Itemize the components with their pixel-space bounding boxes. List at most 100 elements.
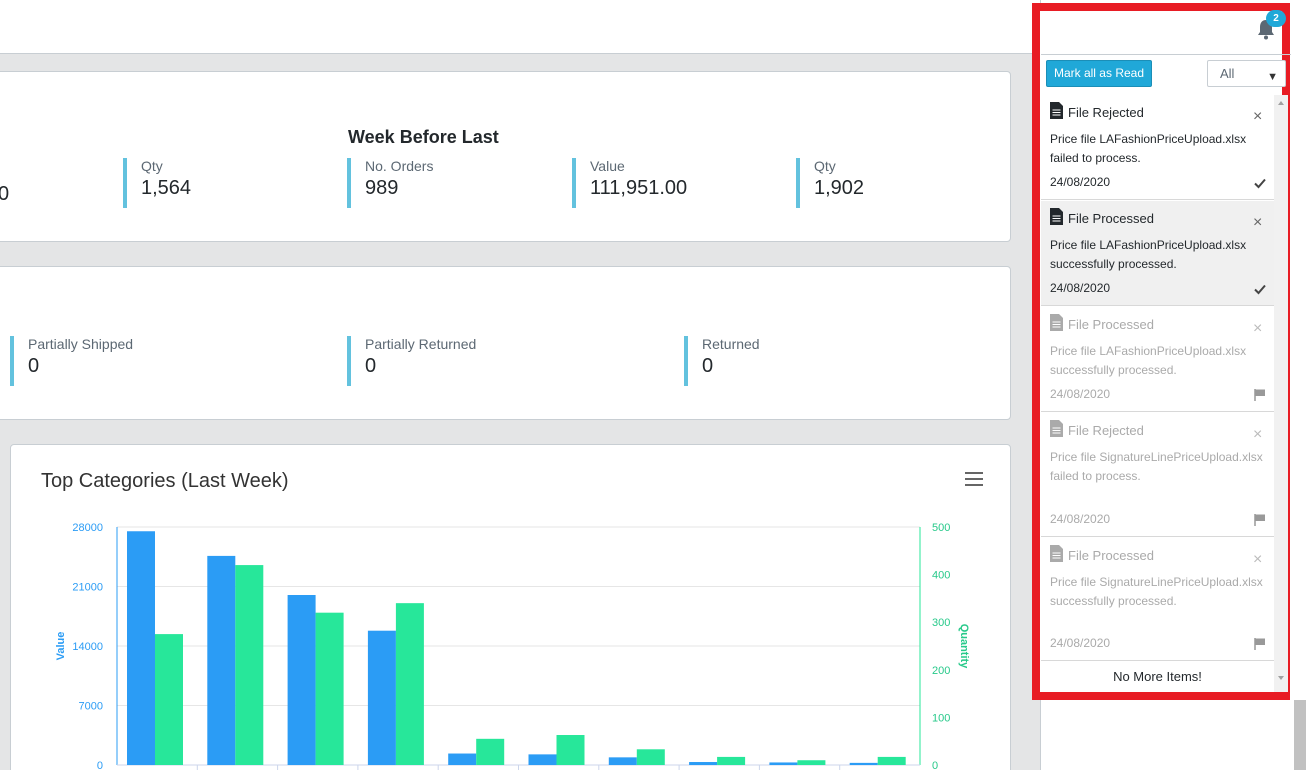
page-scrollbar-thumb[interactable] [1294,700,1306,770]
y2-tick-label: 500 [932,522,950,534]
stat-value: 1,564 [141,177,192,199]
value-bar [127,531,155,765]
notification-item[interactable]: File Processed × Price file LAFashionPrice… [1041,307,1274,412]
partial-value-text: 0 [0,183,10,205]
close-icon[interactable]: × [1253,108,1263,125]
document-icon [1050,545,1063,562]
notification-message: Price file LAFashionPriceUpload.xlsx fai… [1050,132,1247,165]
panel-divider [1041,54,1291,55]
notification-item[interactable]: File Processed × Price file LAFashionPrice… [1041,201,1274,306]
no-more-items-label: No More Items! [1041,662,1274,692]
quantity-bar [877,756,906,765]
close-icon[interactable]: × [1253,551,1263,568]
quantity-bar [476,738,505,765]
page-scrollbar[interactable] [1292,0,1308,770]
document-icon [1050,208,1063,225]
shipping-status-card: Partially Shipped 0 Partially Returned 0… [0,266,1011,420]
quantity-bar [556,735,585,765]
scroll-up-arrow-icon[interactable] [1278,101,1284,105]
check-icon[interactable] [1253,282,1267,296]
notification-message: Price file LAFashionPriceUpload.xlsx suc… [1050,238,1247,271]
notification-date: 24/08/2020 [1050,512,1111,526]
hamburger-menu-icon[interactable] [965,472,983,486]
notification-date: 24/08/2020 [1050,387,1111,401]
top-categories-chart-card: Top Categories (Last Week) 0 7000 14000 210… [10,444,1011,770]
notification-title: File Processed [1068,317,1154,332]
check-icon[interactable] [1253,176,1267,190]
y2-tick-label: 400 [932,570,950,582]
top-categories-chart: 0 7000 14000 21000 28000 0 100 200 300 400 500 Valu… [55,522,970,770]
notification-message: Price file LAFashionPriceUpload.xlsx suc… [1050,344,1247,377]
stat-value: 1,902 [814,177,865,199]
quantity-bar [155,634,183,765]
stat-value: 0 [365,355,377,377]
close-icon[interactable]: × [1253,214,1263,231]
flag-icon[interactable] [1253,388,1267,402]
notification-message: Price file SignatureLinePriceUpload.xlsx… [1050,575,1263,608]
value-bar [849,762,878,765]
notification-filter-select[interactable]: All ▼ [1207,60,1286,87]
stat-value: 111,951.00 [590,177,688,199]
value-bar [528,754,557,765]
flag-icon[interactable] [1253,637,1267,651]
document-icon [1050,420,1063,437]
notification-date: 24/08/2020 [1050,175,1111,189]
value-bar [207,555,236,765]
stat-partially-returned: Partially Returned 0 [347,336,476,386]
stat-returned: Returned 0 [684,336,760,386]
value-bar [608,757,637,765]
value-bar [689,762,718,765]
stat-value: 0 [28,355,40,377]
chevron-down-icon: ▼ [1267,71,1278,83]
notification-scrollbar[interactable] [1274,95,1288,692]
notification-item[interactable]: File Rejected × Price file LAFashionPriceU… [1041,95,1274,200]
notification-date: 24/08/2020 [1050,636,1111,650]
stat-value: 989 [365,177,399,199]
stat-label: Partially Returned [365,336,477,352]
y-tick-label: 28000 [72,522,103,534]
y-tick-label: 21000 [72,582,103,594]
stat-no-orders: No. Orders 989 [347,158,433,208]
y2-tick-label: 0 [932,760,938,770]
close-icon[interactable]: × [1253,426,1263,443]
stat-value: 0 [702,355,714,377]
stat-qty: Qty 1,902 [796,158,864,208]
value-bar [367,630,396,765]
notification-item[interactable]: File Rejected × Price file SignatureLinePr… [1041,413,1274,537]
notification-date: 24/08/2020 [1050,281,1111,295]
quantity-bar [395,603,424,765]
stat-label: Partially Shipped [28,336,134,352]
y-tick-label: 7000 [79,701,103,713]
y2-tick-label: 300 [932,617,950,629]
stat-partially-shipped: Partially Shipped 0 [10,336,133,386]
notification-count-badge: 2 [1266,10,1286,27]
stat-last-week-qty: Qty 1,564 [123,158,191,208]
notification-title: File Processed [1068,211,1154,226]
stat-label: Value [590,158,625,174]
notification-title: File Rejected [1068,423,1144,438]
document-icon [1050,102,1063,119]
value-bar [769,762,798,765]
y2-tick-label: 100 [932,712,950,724]
orders-summary-card: Week Before Last 0 Qty 1,564 No. Orders … [0,71,1011,242]
y-tick-label: 0 [97,760,103,770]
y2-axis-title: Quantity [958,624,970,669]
flag-icon[interactable] [1253,513,1267,527]
document-icon [1050,314,1063,331]
quantity-bar [636,749,665,765]
quantity-bar [235,565,264,765]
stat-label: No. Orders [365,158,434,174]
notification-title: File Processed [1068,548,1154,563]
stat-label: Returned [702,336,760,352]
quantity-bar [315,612,344,765]
stat-label: Qty [814,158,836,174]
close-icon[interactable]: × [1253,320,1263,337]
top-navbar [0,0,1040,54]
stat-label: Qty [141,158,163,174]
scroll-down-arrow-icon[interactable] [1278,676,1284,680]
value-bar [448,753,477,765]
y-tick-label: 14000 [72,641,103,653]
notification-title: File Rejected [1068,105,1144,120]
mark-all-read-button[interactable]: Mark all as Read [1046,60,1152,87]
notification-item[interactable]: File Processed × Price file SignatureLineP… [1041,538,1274,661]
